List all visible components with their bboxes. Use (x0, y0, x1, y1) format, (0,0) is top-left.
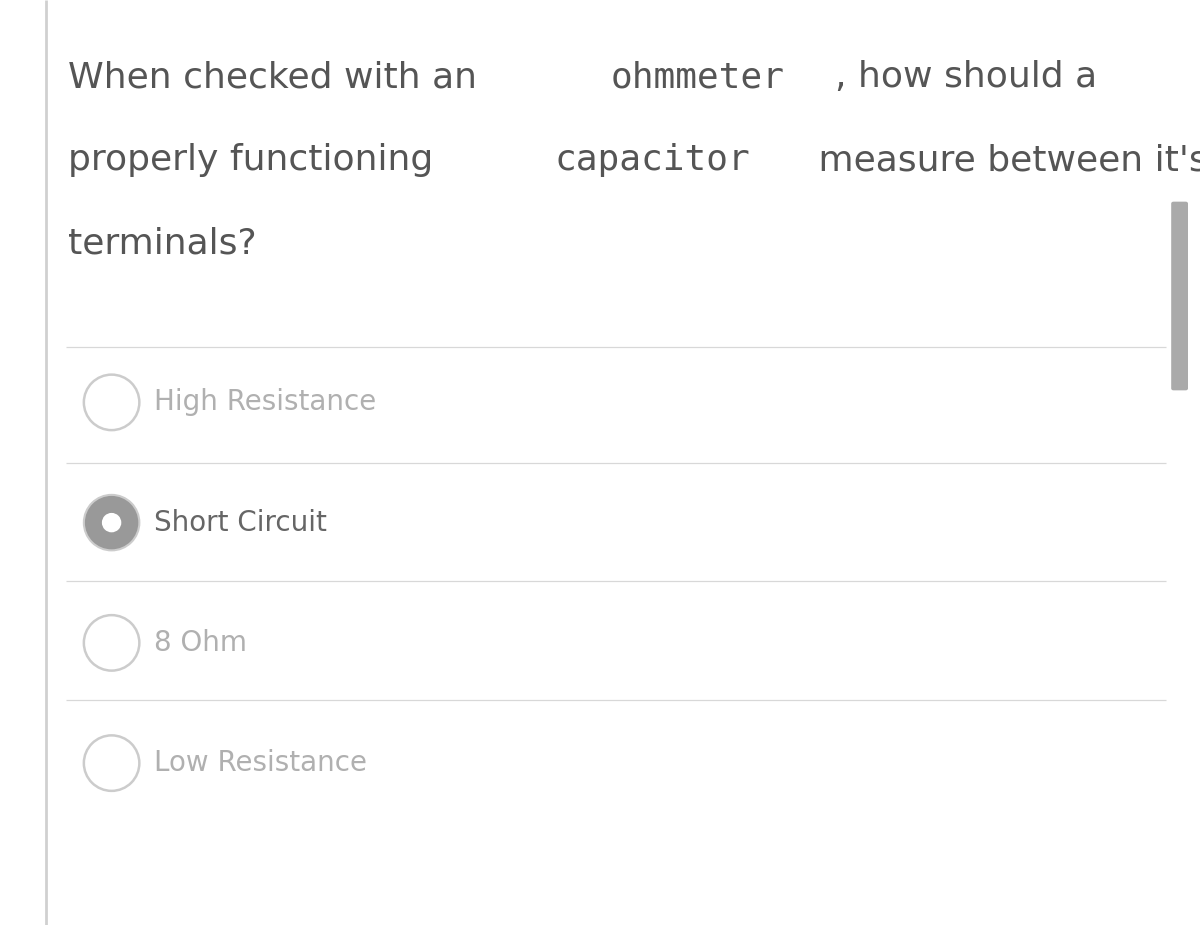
Text: , how should a: , how should a (835, 60, 1098, 94)
Text: terminals?: terminals? (68, 227, 257, 261)
Text: 8 Ohm: 8 Ohm (154, 629, 247, 657)
Ellipse shape (84, 495, 139, 550)
FancyBboxPatch shape (1171, 202, 1188, 390)
Text: When checked with an: When checked with an (68, 60, 488, 94)
Text: Low Resistance: Low Resistance (154, 749, 367, 777)
Text: properly functioning: properly functioning (68, 143, 445, 178)
Text: capacitor: capacitor (554, 143, 750, 178)
Text: High Resistance: High Resistance (154, 388, 376, 416)
Text: measure between it's: measure between it's (808, 143, 1200, 178)
Text: Short Circuit: Short Circuit (154, 509, 326, 536)
Ellipse shape (102, 512, 121, 532)
Text: ohmmeter: ohmmeter (611, 60, 785, 94)
